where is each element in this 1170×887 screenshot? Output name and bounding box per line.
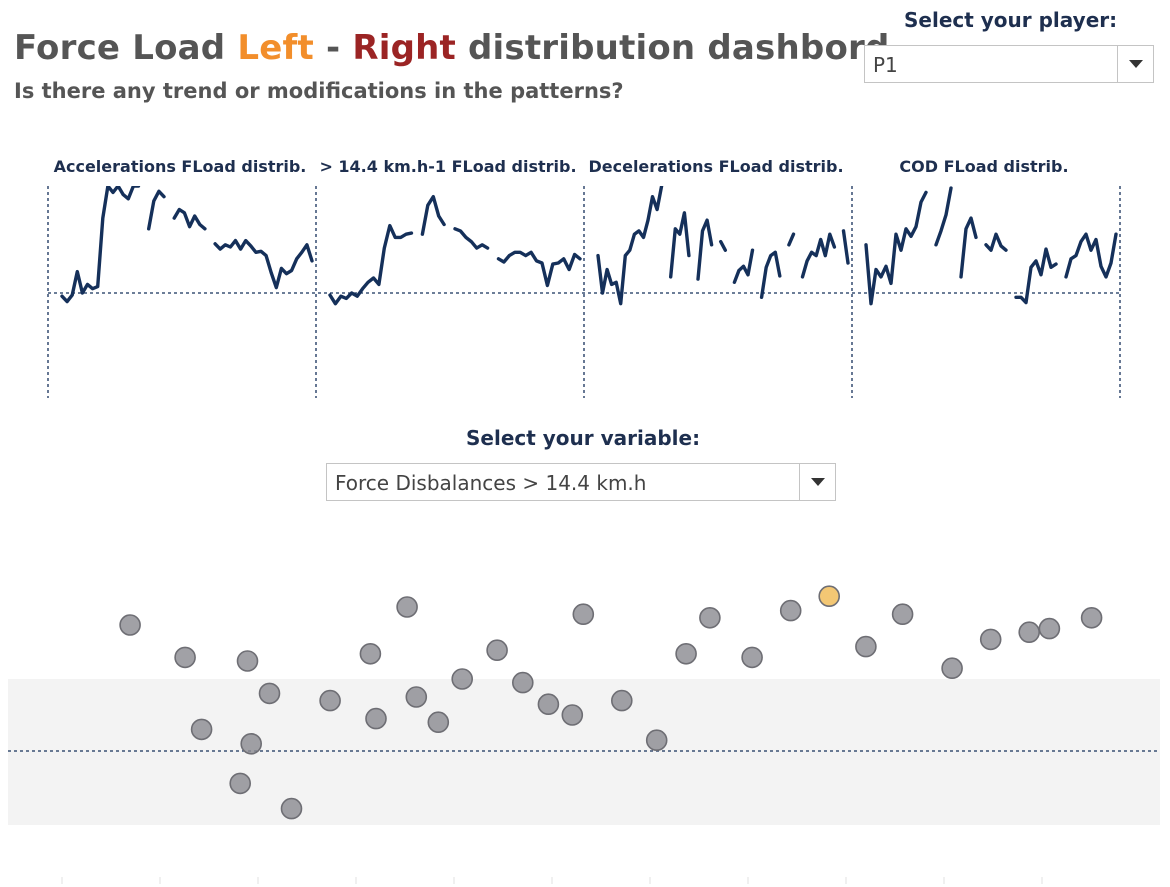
panel-title: > 14.4 km.h-1 FLoad distrib. <box>319 157 576 176</box>
scatter-point[interactable] <box>451 668 474 690</box>
scatter-point[interactable] <box>561 704 584 726</box>
scatter-point[interactable] <box>1018 621 1040 644</box>
scatter-point[interactable] <box>236 650 259 672</box>
scatter-point[interactable] <box>741 646 763 669</box>
line-series-segment <box>596 186 664 306</box>
line-series-segment <box>146 189 166 231</box>
chevron-down-icon <box>1129 60 1143 68</box>
line-series-segment <box>213 238 314 290</box>
scatter-point[interactable] <box>119 614 141 636</box>
line-series-segment <box>934 186 953 247</box>
scatter-point[interactable] <box>396 596 418 618</box>
line-series-segment <box>328 223 414 306</box>
scatter-point[interactable] <box>610 689 633 712</box>
dashboard-subtitle: Is there any trend or modifications in t… <box>14 79 624 103</box>
panel-title: Accelerations FLoad distrib. <box>54 157 307 176</box>
scatter-point[interactable] <box>319 689 341 712</box>
scatter-point[interactable] <box>359 642 382 665</box>
line-series-segment <box>759 250 782 299</box>
line-series-segment <box>732 248 755 284</box>
scatter-point[interactable] <box>229 772 251 795</box>
scatter-point[interactable] <box>818 585 841 608</box>
line-series-segment <box>719 239 727 252</box>
line-series-segment <box>800 232 837 279</box>
scatter-point[interactable] <box>405 686 428 708</box>
player-select-dropdown-button[interactable] <box>1117 46 1153 82</box>
line-series-segment <box>172 207 207 231</box>
scatter-point[interactable] <box>779 599 802 622</box>
variable-select-value: Force Disbalances > 14.4 km.h <box>335 471 647 495</box>
line-series-segment <box>696 218 714 281</box>
scatter-band <box>8 679 1160 825</box>
line-series-segment <box>669 211 691 279</box>
title-separator: - <box>313 28 353 68</box>
line-series-segment <box>60 186 141 304</box>
scatter-point[interactable] <box>258 682 281 705</box>
player-select-value: P1 <box>873 53 898 77</box>
title-part2: distribution dashbord. <box>455 28 903 68</box>
variable-selector-label: Select your variable: <box>466 426 701 450</box>
scatter-point[interactable] <box>1080 606 1103 629</box>
line-series-segment <box>841 229 850 265</box>
scatter-point[interactable] <box>280 797 303 820</box>
scatter-point[interactable] <box>365 707 387 730</box>
chevron-down-icon <box>811 478 825 486</box>
title-part1: Force Load <box>14 28 238 68</box>
scatter-point[interactable] <box>941 657 963 680</box>
line-series-segment <box>496 250 582 288</box>
line-series-segment <box>1064 232 1118 279</box>
scatter-point[interactable] <box>645 729 668 752</box>
scatter-point[interactable] <box>572 603 595 626</box>
title-right-word: Right <box>352 28 456 68</box>
scatter-point[interactable] <box>486 639 508 662</box>
line-series-segment <box>1014 247 1058 305</box>
scatter-point[interactable] <box>699 606 721 629</box>
dashboard-title: Force Load Left - Right distribution das… <box>14 28 903 68</box>
player-select[interactable]: P1 <box>864 45 1154 83</box>
scatter-point[interactable] <box>511 671 534 694</box>
line-series-segment <box>984 232 1008 252</box>
line-series-segment <box>787 232 796 247</box>
scatter-point[interactable] <box>855 635 877 658</box>
scatter-point[interactable] <box>1038 617 1061 640</box>
scatter-point[interactable] <box>537 693 560 716</box>
player-selector-label: Select your player: <box>904 8 1118 32</box>
line-series-segment <box>959 216 978 279</box>
panel-title: Decelerations FLoad distrib. <box>588 157 843 176</box>
scatter-point[interactable] <box>174 646 196 669</box>
scatter-point[interactable] <box>190 718 213 741</box>
scatter-point[interactable] <box>891 603 914 626</box>
scatter-point[interactable] <box>675 642 697 665</box>
panel-title: COD FLoad distrib. <box>899 157 1068 176</box>
title-left-word: Left <box>237 28 314 68</box>
variable-select[interactable]: Force Disbalances > 14.4 km.h <box>326 463 836 501</box>
scatter-point[interactable] <box>427 711 450 734</box>
line-series-segment <box>453 227 490 250</box>
line-series-segment <box>420 194 446 236</box>
scatter-point[interactable] <box>240 732 262 755</box>
variable-select-dropdown-button[interactable] <box>799 464 835 500</box>
line-chart-panels: Accelerations FLoad distrib. > 14.4 km.h-… <box>47 157 1121 398</box>
scatter-point[interactable] <box>979 628 1002 651</box>
line-series-segment <box>864 190 928 306</box>
